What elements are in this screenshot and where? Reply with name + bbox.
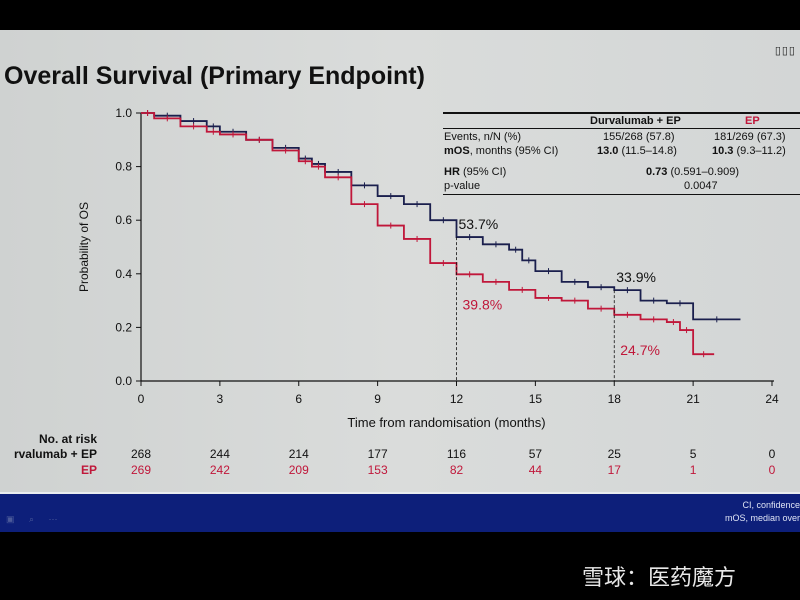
slide (0, 30, 800, 494)
y-tick-label: 0.6 (115, 213, 132, 227)
row-hr-value: (0.591–0.909) (667, 166, 739, 178)
row-hr-label: (95% CI) (459, 166, 507, 178)
risk-value: 0 (768, 463, 776, 477)
risk-header: No. at risk (38, 432, 97, 446)
risk-value: 242 (209, 463, 230, 477)
x-tick-label: 18 (608, 392, 622, 406)
x-axis-label: Time from randomisation (months) (347, 415, 545, 430)
row-pvalue-label: p-value (444, 180, 481, 192)
risk-value: 1 (689, 463, 697, 477)
survival-curve-durvalumab (141, 112, 741, 321)
slide-title: Overall Survival (Primary Endpoint) (4, 62, 425, 90)
slide-corner-mark: ▯▯▯ (774, 45, 796, 57)
row-mos-durva: (11.5–14.8) (618, 145, 677, 157)
y-axis-label: Probability of OS (77, 202, 91, 292)
row-mos-ep-bold: 10.3 (712, 145, 734, 157)
risk-value: 44 (528, 463, 543, 477)
watermark: 雪球：医药魔方 (582, 565, 737, 590)
row-pvalue-value: 0.0047 (684, 180, 718, 192)
risk-value: 57 (528, 447, 543, 461)
risk-value: 209 (288, 463, 309, 477)
risk-value: 25 (607, 447, 621, 461)
x-tick-label: 3 (217, 392, 224, 406)
footnote: CI, confidence mOS, median over (724, 500, 800, 523)
table-bottom-rule (443, 194, 800, 195)
row-mos-ep: (9.3–11.2) (733, 145, 786, 157)
risk-label-ep: EP (80, 463, 97, 477)
row-events-durva: 155/268 (57.8) (603, 131, 675, 143)
risk-value: 269 (131, 463, 152, 477)
row-hr-label-bold: HR (444, 166, 460, 178)
risk-value: 5 (689, 447, 697, 461)
y-tick-label: 1.0 (115, 106, 132, 120)
y-tick-label: 0.2 (115, 320, 132, 334)
risk-label-durvalumab: rvalumab + EP (13, 447, 97, 461)
y-tick-label: 0.8 (115, 160, 132, 174)
slide-footer: ▣ ⌕ ⋯ CI, confidence mOS, median over (0, 492, 800, 532)
row-mos-label: , months (95% CI) (469, 145, 559, 157)
table-header-rule (443, 128, 800, 129)
col-header-durvalumab: Durvalumab + EP (590, 115, 681, 127)
risk-value: 214 (288, 447, 309, 461)
row-hr-value-bold: 0.73 (646, 166, 668, 178)
landmark-label: 39.8% (463, 296, 503, 312)
col-header-ep: EP (745, 115, 760, 127)
risk-value: 116 (446, 447, 467, 461)
row-mos-label-bold: mOS (444, 145, 470, 157)
risk-value: 244 (209, 447, 230, 461)
y-tick-label: 0.4 (115, 267, 132, 281)
slide-toolbar-icons[interactable]: ▣ ⌕ ⋯ (6, 514, 64, 524)
x-tick-label: 0 (138, 392, 145, 406)
landmark-label: 33.9% (616, 269, 656, 285)
risk-value: 17 (607, 463, 621, 477)
landmark-label: 53.7% (459, 216, 499, 232)
risk-value: 153 (367, 463, 388, 477)
risk-value: 0 (768, 447, 776, 461)
x-tick-label: 12 (450, 392, 464, 406)
row-events-label: Events, n/N (%) (444, 131, 522, 143)
risk-value: 268 (131, 447, 152, 461)
table-top-rule (443, 112, 800, 114)
y-tick-label: 0.0 (115, 374, 132, 388)
x-tick-label: 15 (529, 392, 543, 406)
x-tick-label: 6 (295, 392, 302, 406)
x-tick-label: 9 (374, 392, 381, 406)
x-tick-label: 21 (686, 392, 700, 406)
row-mos-durva-bold: 13.0 (597, 145, 619, 157)
landmark-label: 24.7% (620, 342, 660, 358)
row-events-ep: 181/269 (67.3) (714, 131, 786, 143)
x-tick-label: 24 (765, 392, 779, 406)
risk-value: 177 (367, 447, 388, 461)
risk-value: 82 (449, 463, 464, 477)
